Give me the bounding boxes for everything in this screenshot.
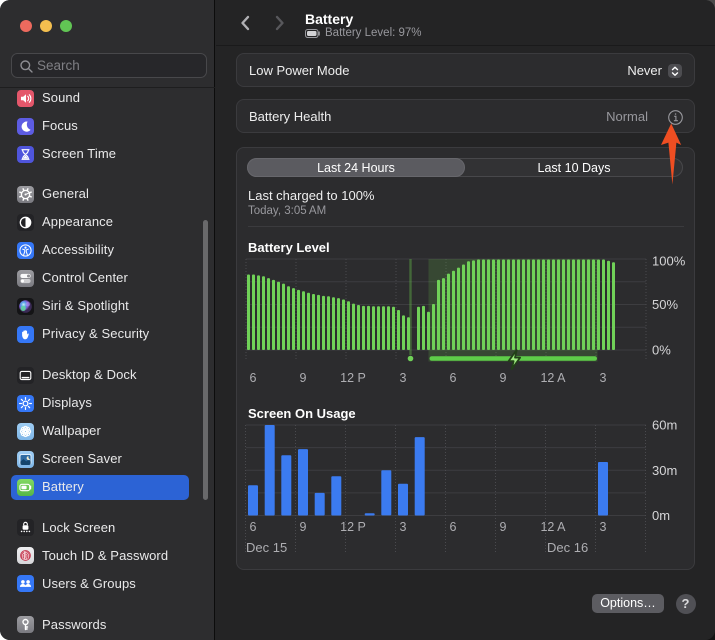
svg-text:60m: 60m bbox=[652, 418, 677, 433]
svg-text:6: 6 bbox=[250, 371, 257, 385]
svg-text:12 P: 12 P bbox=[340, 371, 366, 385]
svg-text:6: 6 bbox=[250, 520, 257, 534]
svg-text:12 A: 12 A bbox=[540, 371, 566, 385]
svg-text:3: 3 bbox=[400, 520, 407, 534]
svg-text:Dec 16: Dec 16 bbox=[547, 540, 588, 555]
svg-text:50%: 50% bbox=[652, 297, 678, 312]
svg-text:6: 6 bbox=[450, 371, 457, 385]
svg-text:9: 9 bbox=[500, 520, 507, 534]
svg-text:9: 9 bbox=[300, 371, 307, 385]
svg-text:12 A: 12 A bbox=[540, 520, 566, 534]
svg-text:0%: 0% bbox=[652, 343, 671, 358]
svg-text:0m: 0m bbox=[652, 508, 670, 523]
svg-text:9: 9 bbox=[500, 371, 507, 385]
svg-text:30m: 30m bbox=[652, 463, 677, 478]
svg-text:3: 3 bbox=[600, 371, 607, 385]
svg-text:6: 6 bbox=[450, 520, 457, 534]
svg-text:Dec 15: Dec 15 bbox=[246, 540, 287, 555]
svg-text:3: 3 bbox=[400, 371, 407, 385]
svg-text:100%: 100% bbox=[652, 254, 686, 269]
svg-text:12 P: 12 P bbox=[340, 520, 366, 534]
svg-text:9: 9 bbox=[300, 520, 307, 534]
svg-text:3: 3 bbox=[600, 520, 607, 534]
